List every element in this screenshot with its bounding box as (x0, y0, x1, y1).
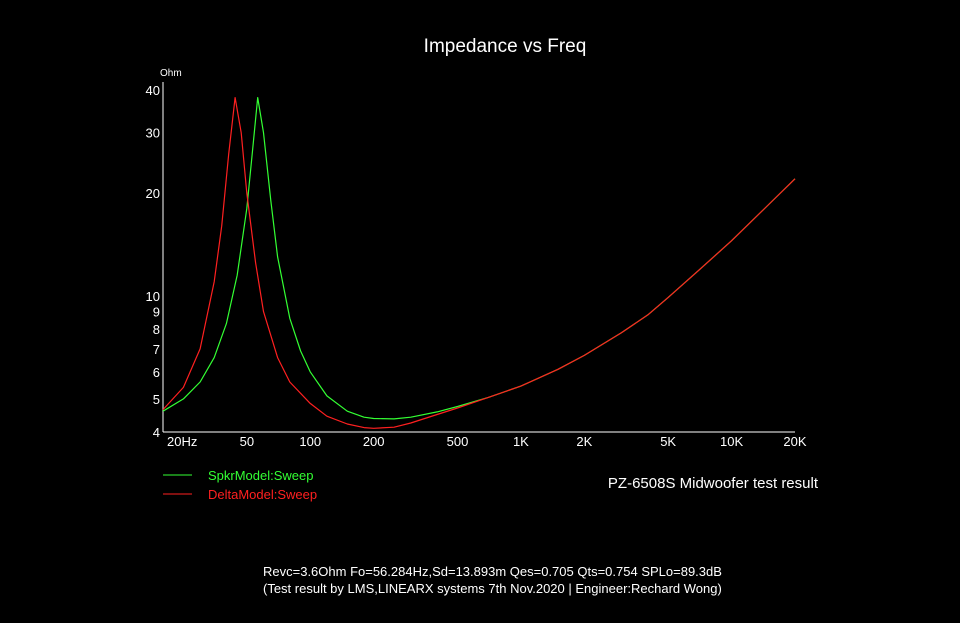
x-tick-label: 1K (513, 434, 529, 449)
x-tick-label: 500 (447, 434, 469, 449)
y-tick-label: 6 (153, 365, 160, 380)
y-axis-unit-label: Ohm (160, 68, 182, 79)
x-tick-label: 5K (660, 434, 676, 449)
y-tick-label: 8 (153, 322, 160, 337)
series-line-delta-model (162, 97, 796, 429)
x-tick-labels: 20Hz 50 100 200 500 1K 2K 5K 10K 20K (167, 434, 807, 449)
x-tick-label: 100 (299, 434, 321, 449)
y-tick-label: 30 (146, 126, 160, 141)
test-credits-line: (Test result by LMS,LINEARX systems 7th … (263, 581, 722, 596)
y-tick-label: 20 (146, 186, 160, 201)
x-tick-label: 50 (240, 434, 254, 449)
y-tick-label: 4 (153, 425, 160, 440)
legend-label-spkr-model: SpkrModel:Sweep (208, 468, 314, 483)
legend: SpkrModel:Sweep DeltaModel:Sweep (163, 468, 317, 502)
x-tick-label: 200 (363, 434, 385, 449)
y-tick-labels: 4 5 6 7 8 910 20 30 40 (146, 83, 160, 440)
y-tick-label: 9 (153, 305, 160, 320)
x-tick-label: 2K (576, 434, 592, 449)
y-tick-label: 5 (153, 392, 160, 407)
chart-subtitle: PZ-6508S Midwoofer test result (608, 475, 819, 492)
legend-label-delta-model: DeltaModel:Sweep (208, 487, 317, 502)
chart-title: Impedance vs Freq (424, 36, 587, 57)
y-tick-label: 10 (146, 289, 160, 304)
chart-axes (162, 82, 795, 433)
series-lines (162, 97, 796, 429)
y-tick-label: 7 (153, 342, 160, 357)
y-tick-label: 40 (146, 83, 160, 98)
x-tick-label: 10K (720, 434, 743, 449)
x-tick-label: 20Hz (167, 434, 197, 449)
series-line-spkr-model (162, 97, 796, 420)
x-tick-label: 20K (783, 434, 806, 449)
parameters-line: Revc=3.6Ohm Fo=56.284Hz,Sd=13.893m Qes=0… (263, 564, 722, 579)
